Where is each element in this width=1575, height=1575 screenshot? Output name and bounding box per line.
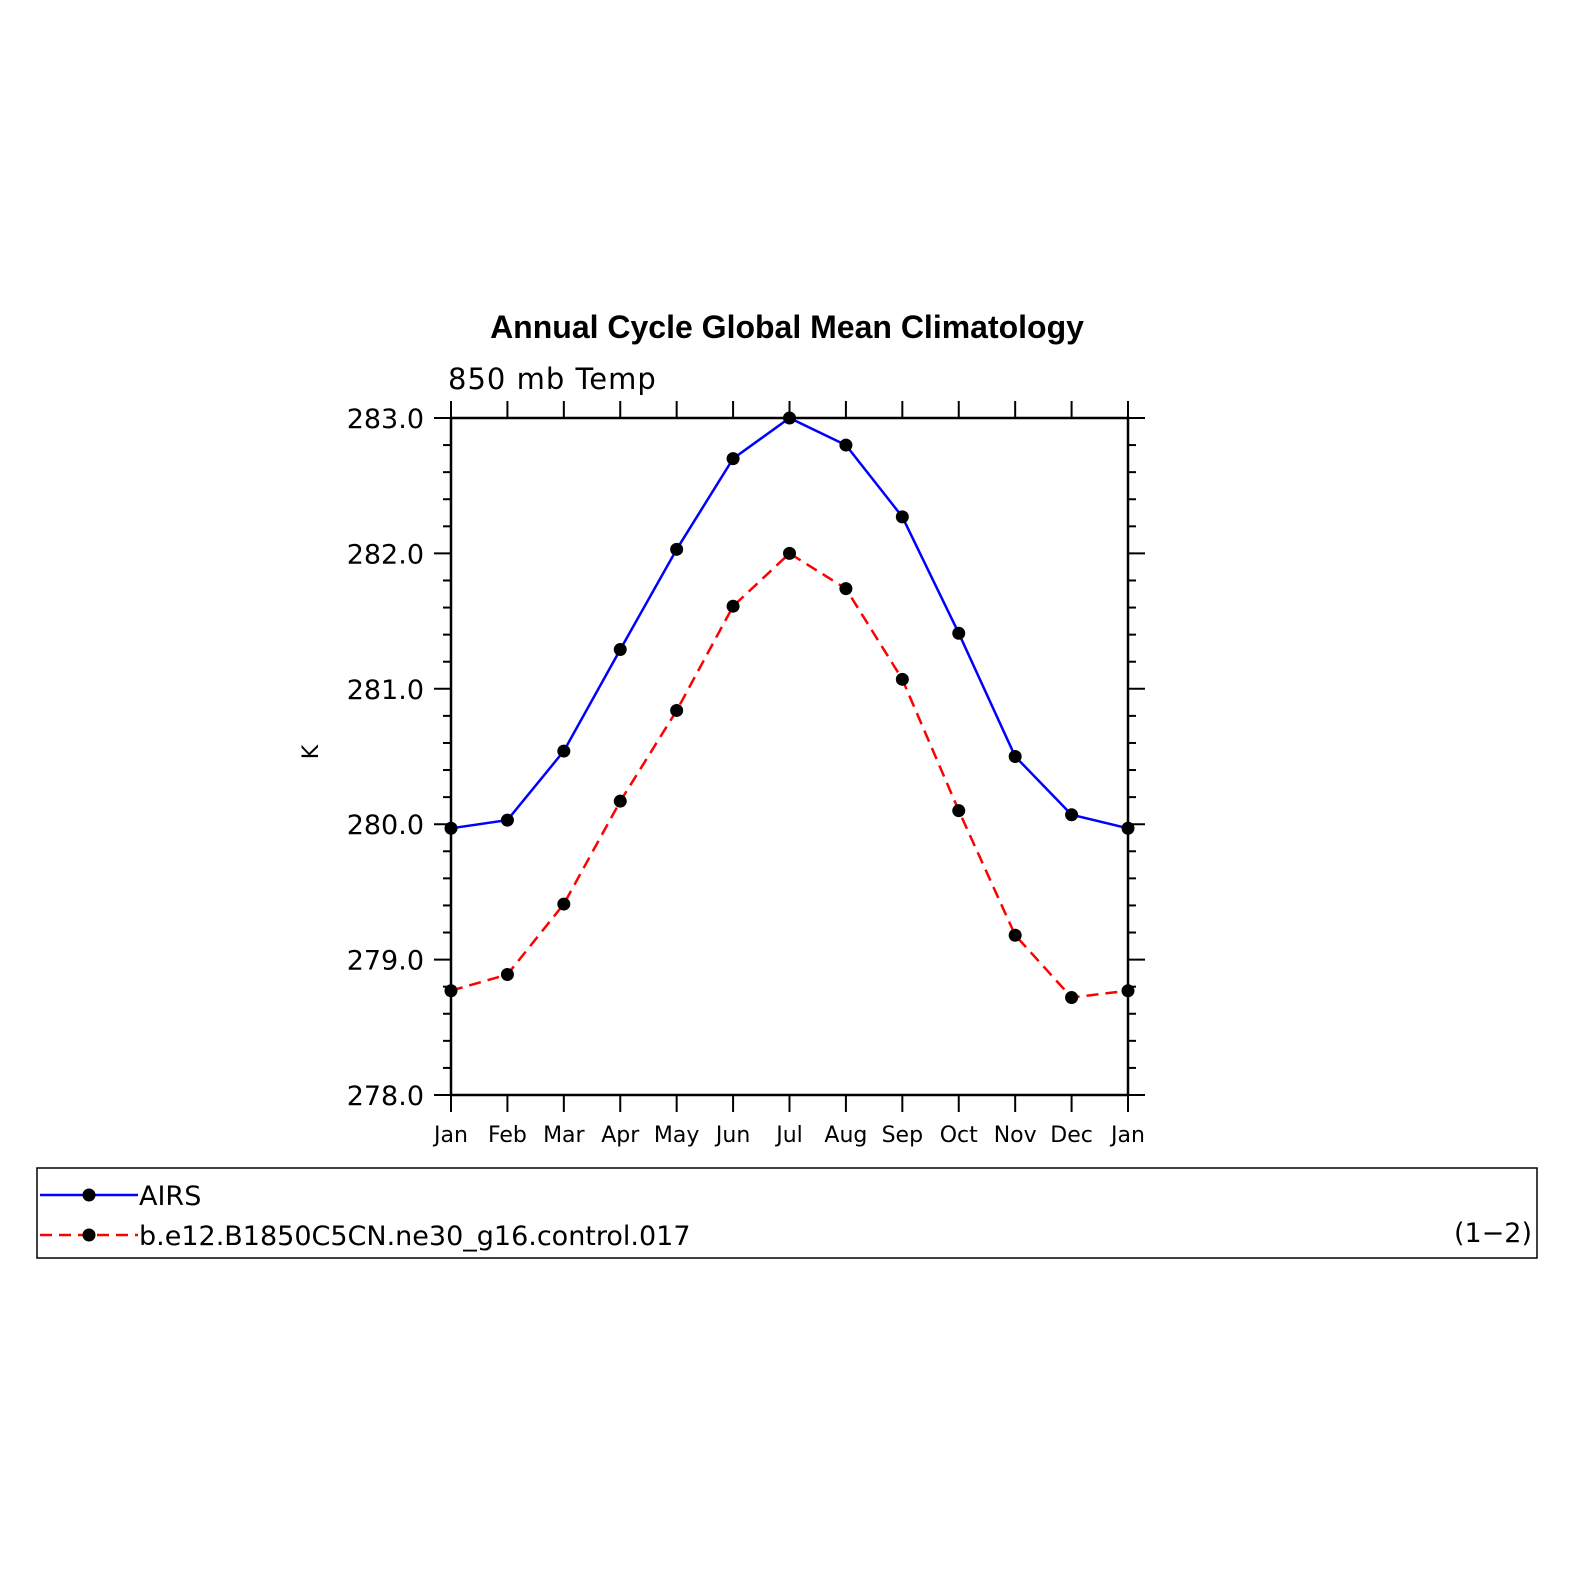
series-2-point — [670, 703, 684, 717]
y-tick-label: 279.0 — [347, 946, 424, 977]
series-1-point — [500, 813, 514, 827]
y-tick-label: 281.0 — [347, 675, 424, 706]
x-tick-label: Feb — [488, 1123, 527, 1148]
legend-box — [36, 1167, 1538, 1259]
series-2-point — [557, 897, 571, 911]
series-1-point — [444, 821, 458, 835]
series-1-point — [839, 438, 853, 452]
series-1-point — [783, 411, 796, 425]
x-tick-label: Jan — [432, 1123, 468, 1148]
series-line-2 — [450, 551, 1129, 999]
series-2-point — [613, 794, 627, 808]
x-tick-label: Nov — [994, 1123, 1037, 1148]
chart-title: Annual Cycle Global Mean Climatology — [490, 309, 1084, 345]
x-tick-label: Apr — [601, 1123, 640, 1148]
plot-frame — [449, 416, 1130, 1097]
y-tick-label: 280.0 — [347, 810, 424, 841]
y-tick-label: 278.0 — [347, 1081, 424, 1112]
series-2-point — [1065, 991, 1079, 1005]
series-2-point — [500, 967, 514, 981]
x-axis-ticks: Jan Feb Mar Apr May Jun Jul Aug Sep Oct Nov Dec Jan — [432, 401, 1145, 1148]
series-1-point — [1065, 808, 1079, 822]
series-2-point — [952, 804, 966, 818]
legend: AIRS b.e12.B1850C5CN.ne30_g16.control.017… — [36, 1167, 1538, 1259]
y-tick-label: 282.0 — [347, 539, 424, 570]
legend-label-2: b.e12.B1850C5CN.ne30_g16.control.017 — [139, 1221, 691, 1252]
series-2-point — [783, 546, 796, 560]
legend-marker-1 — [82, 1188, 96, 1202]
y-axis-label: K — [299, 744, 324, 759]
series-1-point — [1121, 821, 1135, 835]
series-2-point — [895, 672, 909, 686]
plot-border — [449, 416, 1130, 1097]
series-1-point — [952, 626, 966, 640]
series-1-point — [1008, 750, 1022, 763]
series-2-point — [444, 984, 458, 998]
y-axis-ticks: 278.0 279.0 280.0 281.0 282.0 283.0 — [347, 404, 1145, 1112]
legend-items: AIRS b.e12.B1850C5CN.ne30_g16.control.017 — [40, 1181, 691, 1252]
series-1-point — [670, 542, 684, 556]
x-tick-label: Sep — [882, 1123, 923, 1148]
series-1-point — [557, 744, 571, 758]
legend-marker-2 — [82, 1228, 96, 1242]
x-tick-label: Aug — [824, 1123, 867, 1148]
series-2-point — [1008, 928, 1022, 942]
series-1-point — [726, 452, 740, 466]
x-tick-label: Jan — [1109, 1123, 1145, 1148]
series-1-point — [613, 643, 627, 657]
series-line-1 — [450, 416, 1129, 830]
panel-label: (1−2) — [1454, 1218, 1532, 1249]
x-tick-label: Oct — [940, 1123, 978, 1148]
series-2-point — [839, 582, 853, 596]
x-tick-label: Jul — [774, 1123, 803, 1148]
series-2-point — [726, 599, 740, 613]
x-tick-label: Mar — [543, 1123, 585, 1148]
series-1-point — [895, 510, 909, 524]
x-tick-label: Dec — [1050, 1123, 1093, 1148]
y-tick-label: 283.0 — [347, 404, 424, 435]
series-layer — [444, 411, 1135, 1005]
chart-subtitle: 850 mb Temp — [448, 362, 657, 396]
x-tick-label: May — [654, 1123, 699, 1148]
legend-label-1: AIRS — [139, 1181, 201, 1212]
series-2-point — [1121, 984, 1135, 998]
x-tick-label: Jun — [714, 1123, 750, 1148]
